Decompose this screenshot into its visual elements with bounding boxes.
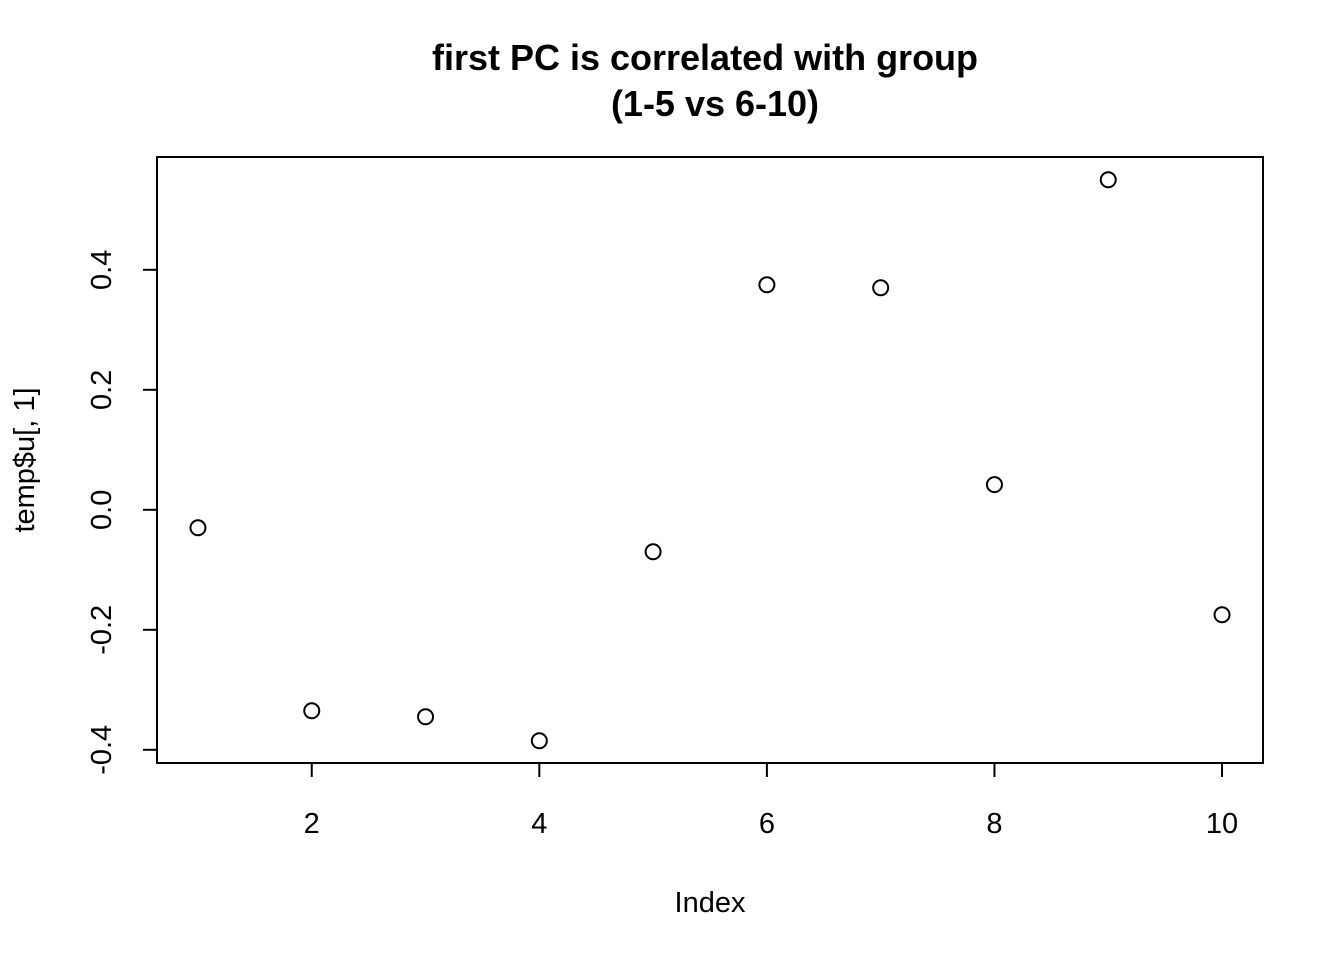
x-axis: 2 4 6 8 10 [304, 762, 1238, 840]
data-point [644, 543, 662, 561]
x-axis-label: Index [675, 887, 746, 919]
data-point [530, 732, 548, 750]
y-tick-label: 0.2 [86, 370, 118, 410]
data-point [303, 702, 321, 720]
x-tick-label: 4 [531, 808, 547, 840]
data-point [758, 276, 776, 294]
data-points [189, 171, 1231, 750]
x-tick-label: 6 [759, 808, 775, 840]
data-point [1099, 171, 1117, 189]
chart-subtitle: (1-5 vs 6-10) [611, 83, 819, 124]
y-tick-label: -0.2 [86, 605, 118, 655]
data-point [417, 708, 435, 726]
x-tick-label: 8 [986, 808, 1002, 840]
y-tick-label: 0.4 [86, 250, 118, 290]
chart-title: first PC is correlated with group [432, 37, 978, 78]
data-point [985, 476, 1003, 494]
data-point [189, 519, 207, 537]
x-tick-label: 2 [304, 808, 320, 840]
data-point [872, 279, 890, 297]
data-point [1213, 606, 1231, 624]
y-axis-label: temp$u[, 1] [9, 387, 41, 532]
x-tick-label: 10 [1206, 808, 1238, 840]
plot-area-frame [156, 156, 1264, 764]
y-tick-label: -0.4 [86, 725, 118, 775]
y-tick-label: 0.0 [86, 490, 118, 530]
y-axis: -0.4 -0.2 0.0 0.2 0.4 [86, 250, 158, 775]
